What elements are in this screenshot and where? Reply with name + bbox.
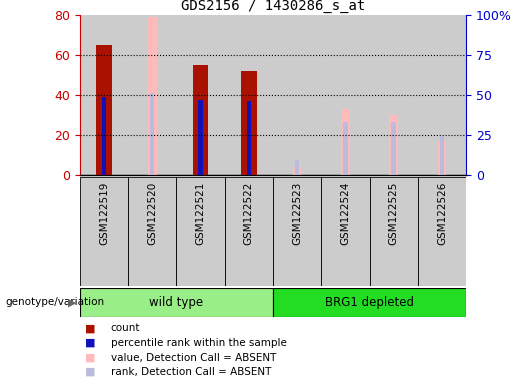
Bar [102, 97, 106, 175]
Text: ■: ■ [85, 323, 95, 333]
Bar [176, 177, 225, 286]
Text: GSM122523: GSM122523 [292, 182, 302, 245]
Text: GSM122525: GSM122525 [389, 182, 399, 245]
Text: GSM122522: GSM122522 [244, 182, 254, 245]
Text: GSM122519: GSM122519 [99, 182, 109, 245]
Bar [80, 15, 128, 175]
Bar [80, 177, 128, 286]
Text: GSM122524: GSM122524 [340, 182, 350, 245]
Bar [148, 17, 157, 175]
Bar [225, 177, 273, 286]
Text: ■: ■ [85, 353, 95, 362]
Bar [193, 65, 208, 175]
Text: BRG1 depleted: BRG1 depleted [325, 296, 414, 309]
Bar [389, 115, 398, 175]
Bar [150, 93, 154, 175]
Bar [198, 100, 203, 175]
Bar [225, 15, 273, 175]
Bar [391, 122, 396, 175]
Bar [273, 15, 321, 175]
Bar [128, 15, 176, 175]
Bar [273, 177, 321, 286]
Text: rank, Detection Call = ABSENT: rank, Detection Call = ABSENT [111, 367, 271, 377]
Text: GSM122520: GSM122520 [147, 182, 157, 245]
Bar [341, 109, 350, 175]
Text: wild type: wild type [149, 296, 203, 309]
Bar [247, 101, 251, 175]
Bar [128, 177, 176, 286]
Text: ■: ■ [85, 338, 95, 348]
Text: ▶: ▶ [67, 297, 76, 308]
Bar [96, 45, 112, 175]
Bar [418, 15, 466, 175]
Text: genotype/variation: genotype/variation [5, 297, 104, 308]
Bar [369, 177, 418, 286]
Text: ■: ■ [85, 367, 95, 377]
Bar [343, 122, 348, 175]
Bar [438, 141, 447, 175]
Text: GSM122521: GSM122521 [196, 182, 205, 245]
Bar [273, 288, 466, 317]
Bar [295, 161, 299, 175]
Bar [176, 15, 225, 175]
Text: GSM122526: GSM122526 [437, 182, 447, 245]
Bar [321, 15, 369, 175]
Bar [321, 177, 369, 286]
Bar [418, 177, 466, 286]
Bar [241, 71, 256, 175]
Bar [293, 167, 301, 175]
Title: GDS2156 / 1430286_s_at: GDS2156 / 1430286_s_at [181, 0, 365, 13]
Text: percentile rank within the sample: percentile rank within the sample [111, 338, 287, 348]
Bar [369, 15, 418, 175]
Text: value, Detection Call = ABSENT: value, Detection Call = ABSENT [111, 353, 276, 362]
Text: count: count [111, 323, 140, 333]
Bar [440, 136, 444, 175]
Bar [80, 288, 273, 317]
